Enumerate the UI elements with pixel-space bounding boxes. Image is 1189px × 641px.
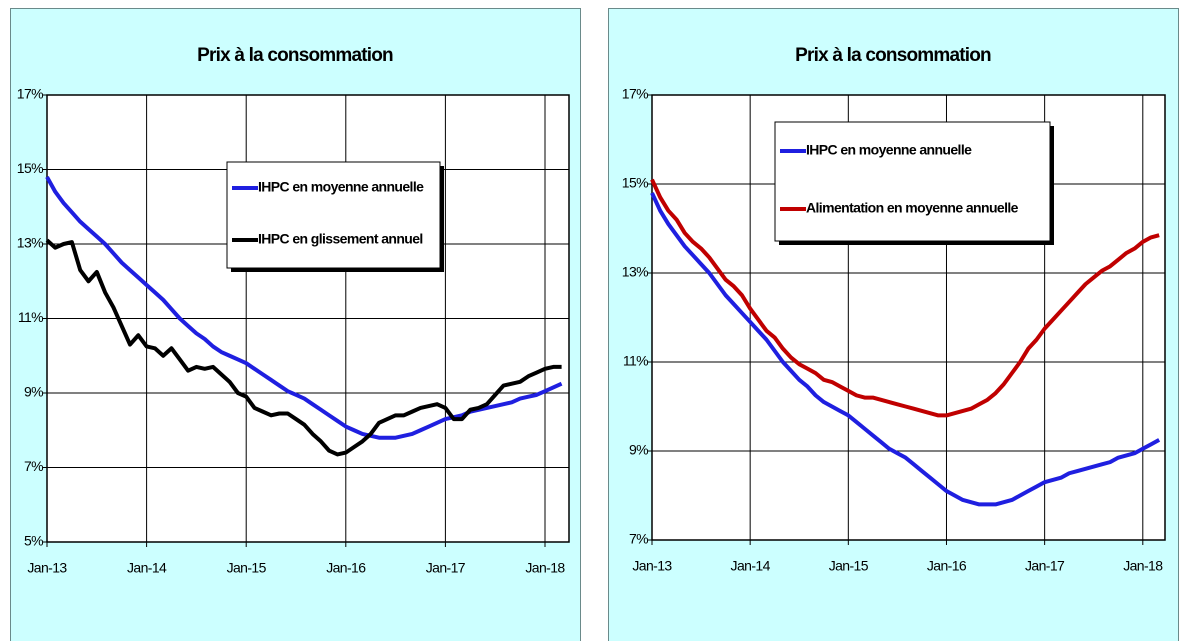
y-tick-label: 7%	[24, 458, 43, 474]
x-tick-label: Jan-14	[127, 560, 167, 576]
series-line	[650, 178, 1160, 418]
legend-label: IHPC en moyenne annuelle	[258, 179, 424, 195]
y-tick-label: 9%	[629, 442, 648, 458]
x-tick-label: Jan-15	[227, 560, 267, 576]
legend-label: Alimentation en moyenne annuelle	[806, 200, 1019, 216]
plot-border	[651, 94, 1166, 541]
y-tick-label: 17%	[17, 86, 43, 102]
y-tick-label: 5%	[24, 533, 43, 549]
x-tick-label: Jan-13	[27, 560, 67, 576]
legend	[774, 121, 1051, 242]
x-tick-label: Jan-13	[632, 558, 672, 574]
x-tick-label: Jan-16	[927, 558, 967, 574]
x-tick-label: Jan-16	[326, 560, 366, 576]
y-tick-label: 13%	[17, 235, 43, 251]
x-tick-label: Jan-15	[829, 558, 869, 574]
series-line	[650, 192, 1161, 507]
legend-label: IHPC en moyenne annuelle	[806, 142, 972, 158]
y-tick-label: 15%	[17, 160, 43, 176]
y-tick-label: 7%	[629, 531, 648, 547]
x-tick-label: Jan-17	[1025, 558, 1065, 574]
y-tick-label: 15%	[622, 175, 648, 191]
y-tick-label: 13%	[622, 264, 648, 280]
chart-title: Prix à la consommation	[197, 45, 393, 66]
plot-border	[46, 94, 570, 543]
x-tick-label: Jan-18	[1123, 558, 1163, 574]
y-tick-label: 11%	[18, 309, 43, 325]
series-line	[45, 238, 562, 457]
x-tick-label: Jan-14	[731, 558, 771, 574]
legend	[226, 161, 441, 269]
x-tick-label: Jan-17	[426, 560, 466, 576]
y-tick-label: 11%	[623, 353, 648, 369]
y-tick-label: 9%	[24, 384, 43, 400]
legend-label: IHPC en glissement annuel	[258, 231, 423, 247]
chart-title: Prix à la consommation	[795, 45, 991, 66]
x-tick-label: Jan-18	[525, 560, 565, 576]
y-tick-label: 17%	[622, 86, 648, 102]
